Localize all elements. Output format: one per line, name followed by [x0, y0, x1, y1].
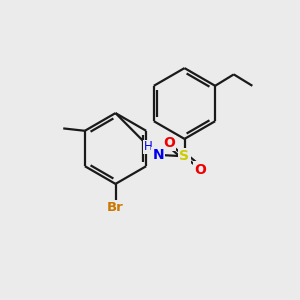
Text: H: H: [143, 140, 152, 154]
Text: Br: Br: [107, 201, 124, 214]
Text: O: O: [163, 136, 175, 150]
Text: S: S: [179, 149, 190, 163]
Text: O: O: [194, 163, 206, 176]
Text: N: N: [153, 148, 164, 162]
